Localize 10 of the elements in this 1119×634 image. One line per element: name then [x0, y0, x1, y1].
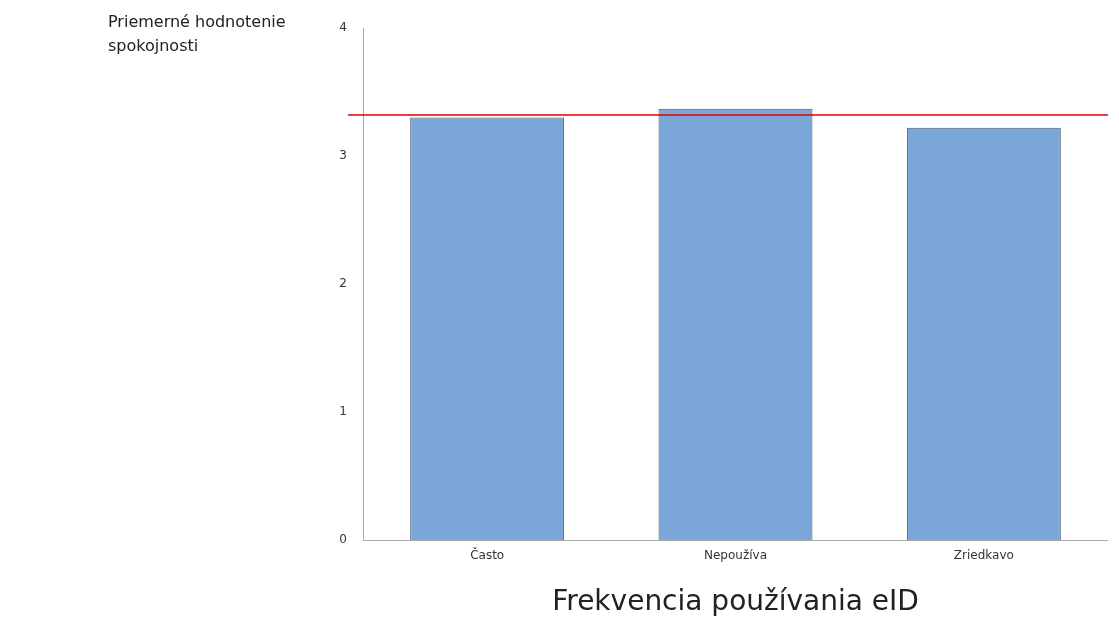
y-tick-label: 4 — [339, 20, 347, 35]
x-tick-label: Často — [470, 547, 505, 563]
x-tick-label: Nepoužíva — [703, 548, 768, 563]
y-axis-title: Priemerné hodnotenie spokojnosti — [108, 11, 287, 57]
y-tick-label: 3 — [339, 148, 347, 163]
y-tick-label: 1 — [339, 404, 347, 419]
x-axis-title: Frekvencia používania eID — [552, 584, 919, 618]
x-tick-label: Zriedkavo — [953, 548, 1014, 563]
y-tick-label: 2 — [339, 276, 347, 291]
y-tick-label: 0 — [339, 532, 347, 547]
